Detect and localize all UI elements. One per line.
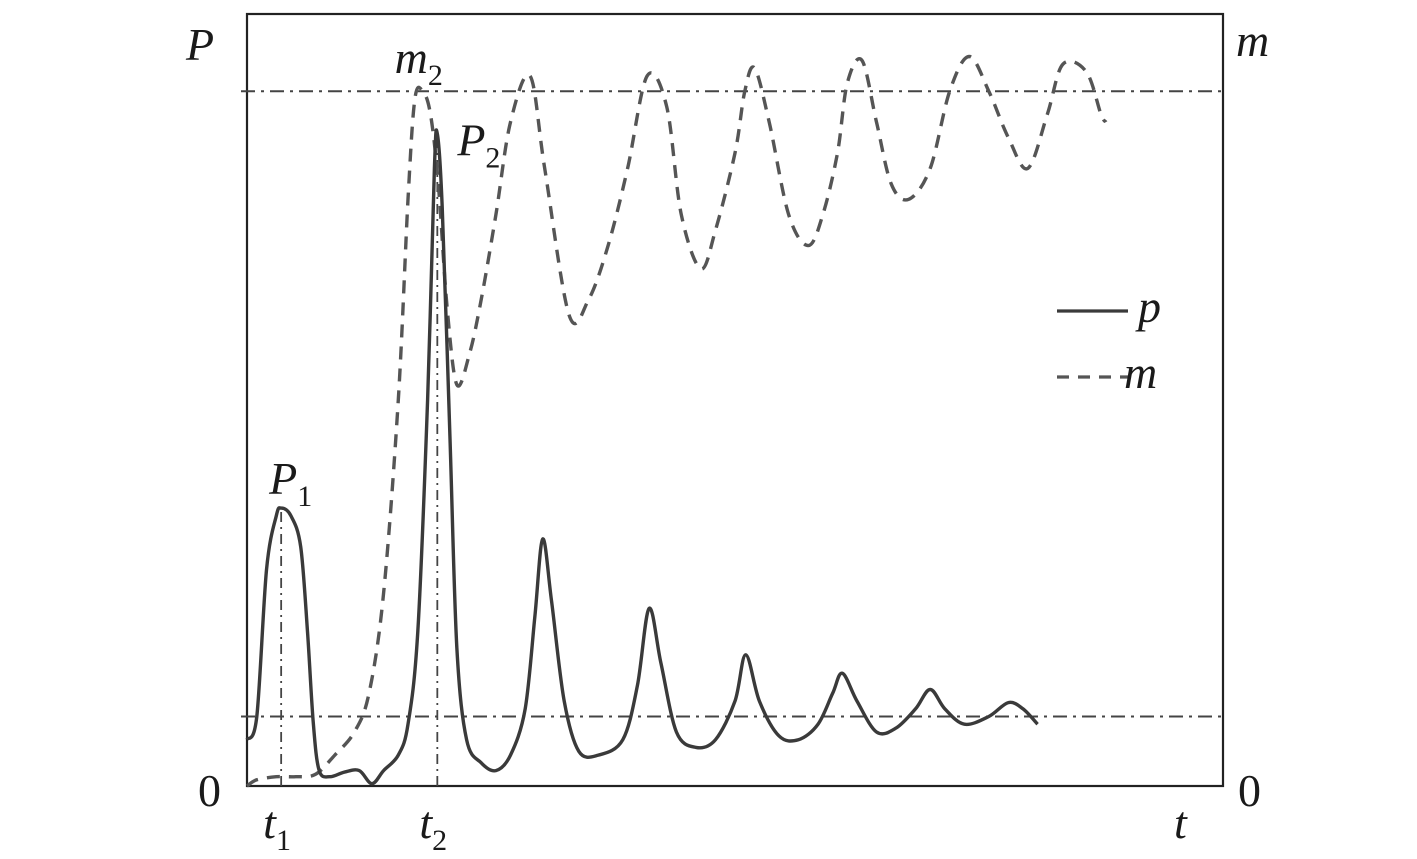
vertical-markers [280, 133, 439, 786]
x-tick-label-t2: t2 [419, 797, 447, 857]
legend-label-p: p [1135, 281, 1161, 332]
annotation-m2: m2 [395, 32, 443, 92]
annotation-P1: P1 [268, 453, 312, 513]
y-axis-label-left: P [185, 19, 214, 70]
series-line-m [246, 54, 1108, 788]
annotation-P2: P2 [456, 115, 500, 175]
plot-frame [245, 12, 1225, 788]
y-axis-label-right: m [1236, 15, 1269, 66]
series-layer [245, 54, 1108, 788]
x-tick-labels: t1 t2 [263, 797, 447, 857]
origin-label-right: 0 [1238, 765, 1261, 816]
legend: p m [1057, 281, 1161, 398]
reference-lines [241, 90, 1223, 718]
origin-label-left: 0 [198, 765, 221, 816]
series-line-p [245, 128, 1039, 786]
x-tick-label-t1: t1 [263, 797, 291, 857]
legend-label-m: m [1124, 347, 1157, 398]
x-axis-label: t [1174, 797, 1188, 848]
